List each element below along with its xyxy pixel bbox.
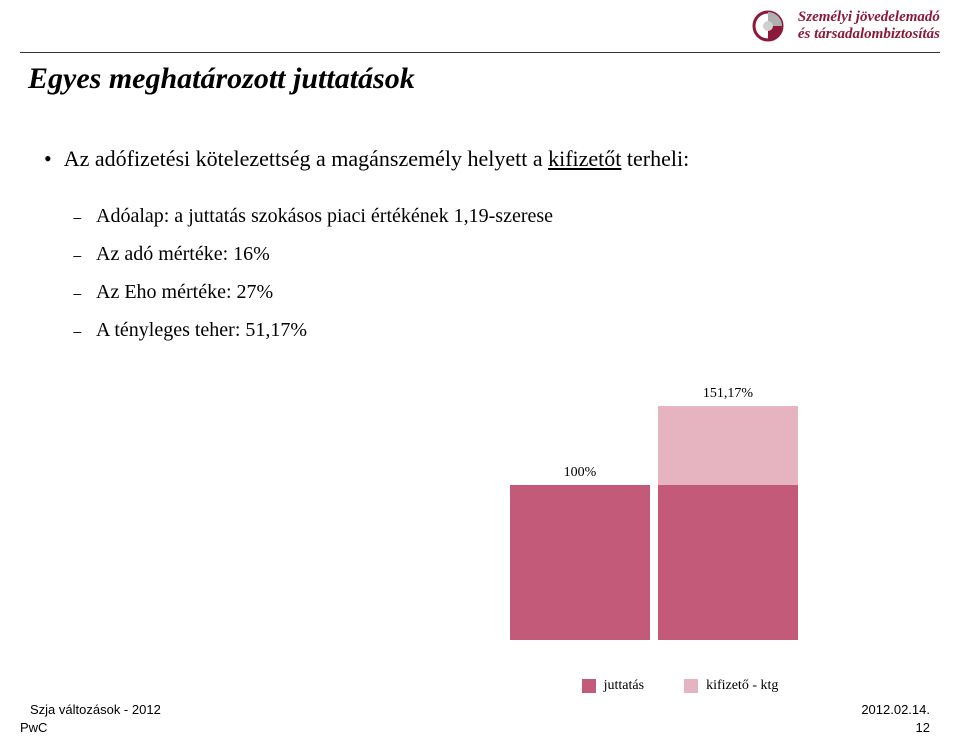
legend-label: kifizető - ktg xyxy=(706,678,778,694)
chart-bar-segment xyxy=(658,485,798,640)
dash-icon: ₋ xyxy=(72,239,82,269)
chart-plot-area: 100%151,17% xyxy=(480,370,880,640)
sub-bullet-text: A tényleges teher: 51,17% xyxy=(96,315,307,345)
chart-bar-slot: 151,17% xyxy=(658,406,798,640)
header-line1: Személyi jövedelemadó xyxy=(798,9,940,26)
footer-right-bottom: 12 xyxy=(916,720,930,735)
sub-bullet-list: ₋ Adóalap: a juttatás szokásos piaci ért… xyxy=(72,201,920,345)
header-rule xyxy=(20,52,940,53)
content-area: • Az adófizetési kötelezettség a magánsz… xyxy=(44,145,920,353)
main-bullet-text: Az adófizetési kötelezettség a magánszem… xyxy=(64,145,690,173)
main-bullet: • Az adófizetési kötelezettség a magánsz… xyxy=(44,145,920,173)
footer-right-top: 2012.02.14. xyxy=(861,702,930,717)
main-bullet-pre: Az adófizetési kötelezettség a magánszem… xyxy=(64,146,548,171)
dash-icon: ₋ xyxy=(72,201,82,231)
footer-left-top: Szja változások - 2012 xyxy=(30,702,161,717)
main-bullet-underlined: kifizetőt xyxy=(548,146,621,171)
chart-bar-segment xyxy=(510,485,650,640)
sub-bullet-text: Az adó mértéke: 16% xyxy=(96,239,270,269)
sub-bullet: ₋ Az Eho mértéke: 27% xyxy=(72,277,920,307)
chart-bar-label: 100% xyxy=(510,465,650,481)
dash-icon: ₋ xyxy=(72,277,82,307)
chart-bar-label: 151,17% xyxy=(658,386,798,402)
legend-swatch xyxy=(684,679,698,693)
sub-bullet-text: Adóalap: a juttatás szokásos piaci érték… xyxy=(96,201,553,231)
sub-bullet: ₋ Adóalap: a juttatás szokásos piaci ért… xyxy=(72,201,920,231)
main-bullet-post: terheli: xyxy=(621,146,689,171)
logo-icon xyxy=(748,8,788,44)
sub-bullet-text: Az Eho mértéke: 27% xyxy=(96,277,273,307)
chart-bar-segment xyxy=(658,406,798,485)
header-block: Személyi jövedelemadó és társadalombizto… xyxy=(748,8,940,44)
legend-label: juttatás xyxy=(604,678,644,694)
legend-item: kifizető - ktg xyxy=(684,678,778,694)
header-text: Személyi jövedelemadó és társadalombizto… xyxy=(798,9,940,43)
chart-bar-slot: 100% xyxy=(510,485,650,640)
bar-chart: 100%151,17% juttatáskifizető - ktg xyxy=(440,370,920,690)
header-line2: és társadalombiztosítás xyxy=(798,26,940,43)
page-title: Egyes meghatározott juttatások xyxy=(28,62,415,96)
chart-legend: juttatás kifizető - ktg xyxy=(440,678,920,694)
legend-item: juttatás xyxy=(582,678,644,694)
bullet-dot-icon: • xyxy=(44,145,52,173)
sub-bullet: ₋ Az adó mértéke: 16% xyxy=(72,239,920,269)
footer-left-bottom: PwC xyxy=(20,720,47,735)
sub-bullet: ₋ A tényleges teher: 51,17% xyxy=(72,315,920,345)
legend-swatch xyxy=(582,679,596,693)
dash-icon: ₋ xyxy=(72,315,82,345)
